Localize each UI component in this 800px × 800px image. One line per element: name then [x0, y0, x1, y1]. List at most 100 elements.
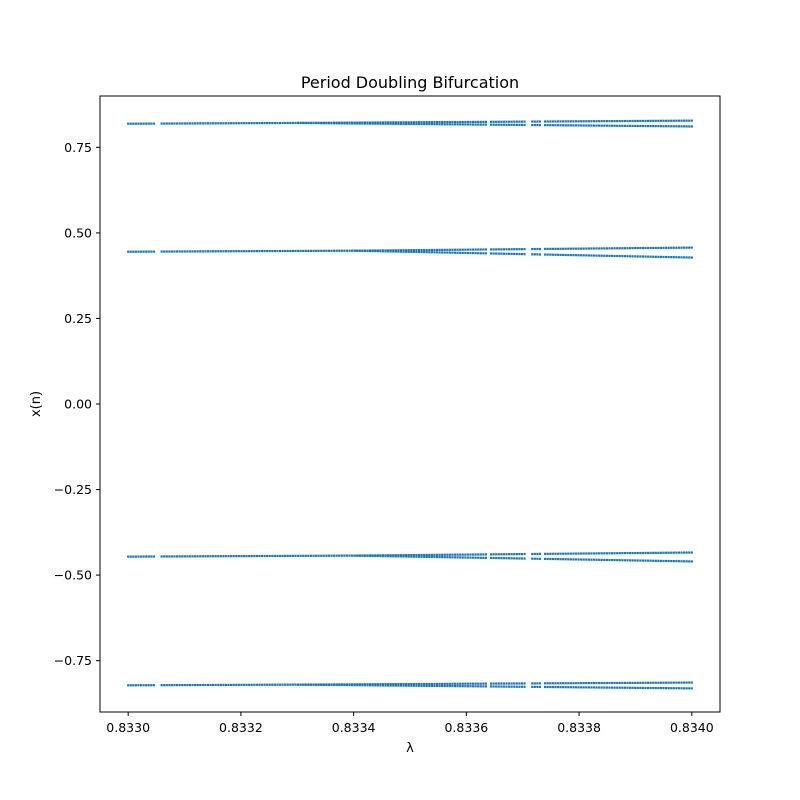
data-point — [379, 684, 382, 687]
data-point — [224, 122, 228, 125]
data-point — [610, 247, 614, 250]
data-point — [433, 121, 436, 124]
data-point — [428, 251, 431, 254]
data-point — [500, 252, 503, 255]
data-point — [654, 125, 657, 128]
data-point — [577, 682, 580, 685]
data-point — [137, 250, 140, 253]
data-point — [685, 119, 688, 122]
data-point — [513, 553, 516, 556]
data-point — [649, 559, 652, 562]
data-point — [608, 124, 611, 127]
data-point — [240, 683, 243, 686]
data-point — [435, 555, 439, 559]
data-point — [299, 249, 302, 253]
data-point — [428, 121, 431, 124]
data-point — [466, 682, 470, 685]
data-point — [253, 122, 256, 125]
data-point — [371, 554, 374, 558]
data-point — [639, 119, 642, 123]
data-point — [690, 681, 693, 684]
data-point — [515, 553, 518, 556]
data-point — [577, 124, 580, 127]
data-point — [348, 249, 351, 252]
data-point — [435, 123, 439, 126]
data-point — [129, 122, 132, 125]
data-point — [551, 552, 554, 555]
data-point — [191, 555, 194, 558]
data-point — [636, 559, 639, 562]
data-point — [675, 681, 678, 684]
y-tick-label: −0.25 — [54, 482, 92, 497]
data-point — [173, 250, 176, 253]
data-point — [582, 686, 585, 689]
data-point — [603, 247, 606, 250]
data-point — [538, 124, 542, 127]
data-point — [479, 120, 482, 123]
data-point — [127, 250, 130, 253]
data-point — [363, 684, 367, 687]
data-point — [441, 682, 444, 685]
data-point — [495, 685, 498, 688]
data-point — [183, 683, 186, 687]
data-point — [384, 555, 387, 558]
data-point — [546, 247, 549, 251]
data-point — [278, 121, 282, 125]
data-point — [598, 124, 601, 127]
data-point — [556, 120, 560, 123]
data-point — [399, 554, 403, 557]
data-point — [670, 687, 673, 690]
data-point — [294, 554, 297, 557]
data-point — [644, 246, 647, 250]
data-point — [685, 125, 688, 128]
data-point — [320, 554, 323, 557]
data-point — [309, 249, 313, 252]
data-point — [471, 123, 475, 126]
data-point — [453, 682, 457, 685]
data-point — [507, 682, 511, 685]
data-point — [582, 247, 585, 250]
data-point — [430, 251, 433, 254]
data-point — [446, 251, 449, 254]
data-point — [564, 558, 567, 561]
data-point — [616, 254, 619, 258]
data-point — [139, 555, 143, 558]
data-point — [317, 683, 320, 686]
data-point — [688, 681, 691, 684]
data-point — [417, 250, 421, 254]
data-point — [441, 121, 444, 124]
data-point — [258, 554, 261, 558]
data-point — [417, 553, 421, 557]
data-point — [567, 686, 570, 689]
data-point — [477, 685, 480, 688]
data-point — [219, 250, 222, 253]
data-point — [523, 123, 526, 127]
data-point — [407, 682, 410, 686]
data-point — [348, 684, 351, 687]
data-point — [358, 122, 361, 125]
data-point — [196, 555, 199, 558]
data-point — [448, 553, 451, 556]
data-point — [618, 254, 621, 258]
data-point — [314, 122, 318, 125]
data-point — [389, 684, 392, 687]
data-point — [291, 683, 294, 686]
data-point — [304, 121, 307, 125]
data-point — [423, 122, 426, 126]
data-point — [430, 684, 433, 688]
data-point — [477, 682, 480, 685]
data-point — [500, 685, 503, 688]
data-point — [230, 555, 233, 558]
data-point — [623, 552, 626, 555]
data-point — [276, 121, 279, 125]
data-point — [392, 250, 395, 253]
data-point — [641, 246, 645, 250]
data-point — [482, 252, 485, 255]
data-point — [258, 250, 261, 253]
data-point — [683, 551, 686, 554]
data-point — [281, 249, 284, 253]
data-point — [142, 250, 145, 253]
data-point — [320, 249, 323, 252]
y-axis-ticks: 0.75 0.50 0.25 0.00 −0.25 −0.50 −0.75 — [54, 140, 100, 668]
data-point — [376, 683, 379, 686]
